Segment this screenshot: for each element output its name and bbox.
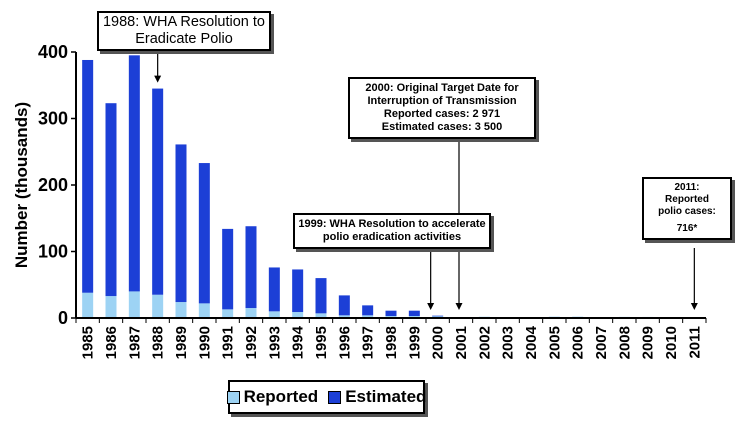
x-tick-label: 2011	[686, 326, 703, 359]
bar-estimated-1992	[245, 226, 257, 309]
bar-reported-1987	[128, 291, 140, 318]
y-tick-label: 200	[38, 175, 68, 195]
x-tick-label: 2010	[663, 326, 680, 359]
annotation-line: Reported cases: 2 971	[383, 108, 501, 120]
bar-reported-1995	[315, 313, 327, 318]
legend-swatch-reported	[226, 390, 240, 404]
bar-estimated-1985	[82, 59, 94, 293]
x-tick-label: 1987	[126, 326, 143, 359]
bar-estimated-1994	[292, 269, 304, 313]
x-tick-label: 1985	[80, 326, 97, 359]
x-tick-label: 1995	[313, 326, 330, 359]
x-tick-label: 1998	[383, 326, 400, 359]
annotation-arrowhead	[427, 303, 435, 310]
x-tick-label: 1999	[406, 326, 423, 359]
legend-item-reported: Reported	[226, 387, 319, 407]
annotation-2011: 2011: Reported polio cases: 716*	[642, 177, 732, 240]
legend: Reported Estimated	[226, 380, 426, 414]
x-tick-label: 1993	[266, 326, 283, 359]
bar-reported-1985	[82, 292, 94, 318]
annotation-2000: 2000: Original Target Date for Interrupt…	[348, 77, 536, 139]
annotation-line: 716*	[676, 223, 698, 234]
x-tick-label: 2000	[430, 326, 447, 359]
annotation-arrowhead	[455, 303, 463, 310]
bar-estimated-1988	[152, 88, 164, 295]
bar-reported-1988	[152, 294, 164, 318]
bar-estimated-1990	[198, 163, 210, 304]
x-tick-label: 1989	[173, 326, 190, 359]
x-tick-label: 1992	[243, 326, 260, 359]
x-tick-label: 1986	[103, 326, 120, 359]
bar-estimated-1998	[385, 310, 397, 317]
y-tick-label: 0	[58, 308, 68, 328]
bar-estimated-1999	[408, 310, 420, 317]
x-tick-label: 1990	[196, 326, 213, 359]
y-axis-label: Number (thousands)	[12, 102, 31, 268]
bar-estimated-1993	[268, 267, 280, 312]
x-tick-label: 2004	[523, 325, 540, 359]
x-tick-label: 1994	[290, 325, 307, 359]
bar-reported-1989	[175, 302, 187, 318]
x-tick-label: 1996	[336, 326, 353, 359]
y-tick-label: 400	[38, 42, 68, 62]
bar-reported-1992	[245, 308, 257, 318]
legend-label: Estimated	[345, 387, 427, 406]
x-tick-label: 2001	[453, 326, 470, 359]
annotation-arrowhead	[690, 303, 698, 310]
y-tick-label: 100	[38, 242, 68, 262]
axes: 0 100 200 300 400 1985 1986 1987 1988 1989 1990 199…	[38, 42, 707, 359]
annotation-arrowhead	[154, 75, 162, 83]
legend-label: Reported	[243, 387, 319, 406]
x-tick-label: 2007	[593, 326, 610, 359]
bar-estimated-1997	[362, 305, 374, 316]
annotation-line: 1999: WHA Resolution to accelerate	[298, 218, 486, 230]
annotation-line: Eradicate Polio	[135, 31, 233, 47]
bar-estimated-1989	[175, 144, 187, 303]
bar-reported-1991	[222, 309, 234, 318]
bar-estimated-2000	[432, 315, 444, 317]
annotation-1988: 1988: WHA Resolution to Eradicate Polio	[97, 11, 271, 51]
annotation-line: Estimated cases: 3 500	[381, 121, 503, 133]
x-tick-label: 2003	[500, 326, 517, 359]
bar-estimated-1995	[315, 278, 327, 314]
bar-reported-1993	[268, 311, 280, 318]
y-tick-label: 300	[38, 109, 68, 129]
legend-item-estimated: Estimated	[328, 387, 426, 407]
bar-estimated-1996	[338, 295, 350, 316]
x-tick-label: 1988	[150, 326, 167, 359]
x-tick-label: 2009	[640, 326, 657, 359]
annotation-line: polio cases:	[658, 206, 716, 217]
x-tick-label: 2006	[570, 326, 587, 359]
annotation-line: Reported	[665, 194, 709, 205]
bar-reported-1996	[338, 315, 350, 318]
annotation-line: polio eradication activities	[322, 231, 462, 243]
annotation-line: 2011:	[674, 182, 700, 193]
bar-reported-1994	[292, 312, 304, 318]
bar-estimated-1991	[222, 228, 234, 310]
annotation-line: 2000: Original Target Date for	[365, 82, 519, 94]
x-tick-label: 1991	[220, 326, 237, 359]
x-tick-label: 2008	[616, 326, 633, 359]
annotation-line: Interruption of Transmission	[367, 95, 517, 107]
annotation-line: 1988: WHA Resolution to	[102, 14, 265, 30]
x-tick-label: 2005	[546, 326, 563, 359]
x-tick-label: 1997	[360, 326, 377, 359]
legend-swatch-estimated	[328, 390, 342, 404]
bar-estimated-1987	[128, 55, 140, 292]
bar-reported-1986	[105, 296, 117, 318]
x-tick-label: 2002	[476, 326, 493, 359]
annotation-1999: 1999: WHA Resolution to accelerate polio…	[293, 213, 491, 249]
bar-reported-1990	[198, 303, 210, 318]
bar-estimated-1986	[105, 103, 117, 297]
bar-reported-1997	[362, 315, 374, 318]
